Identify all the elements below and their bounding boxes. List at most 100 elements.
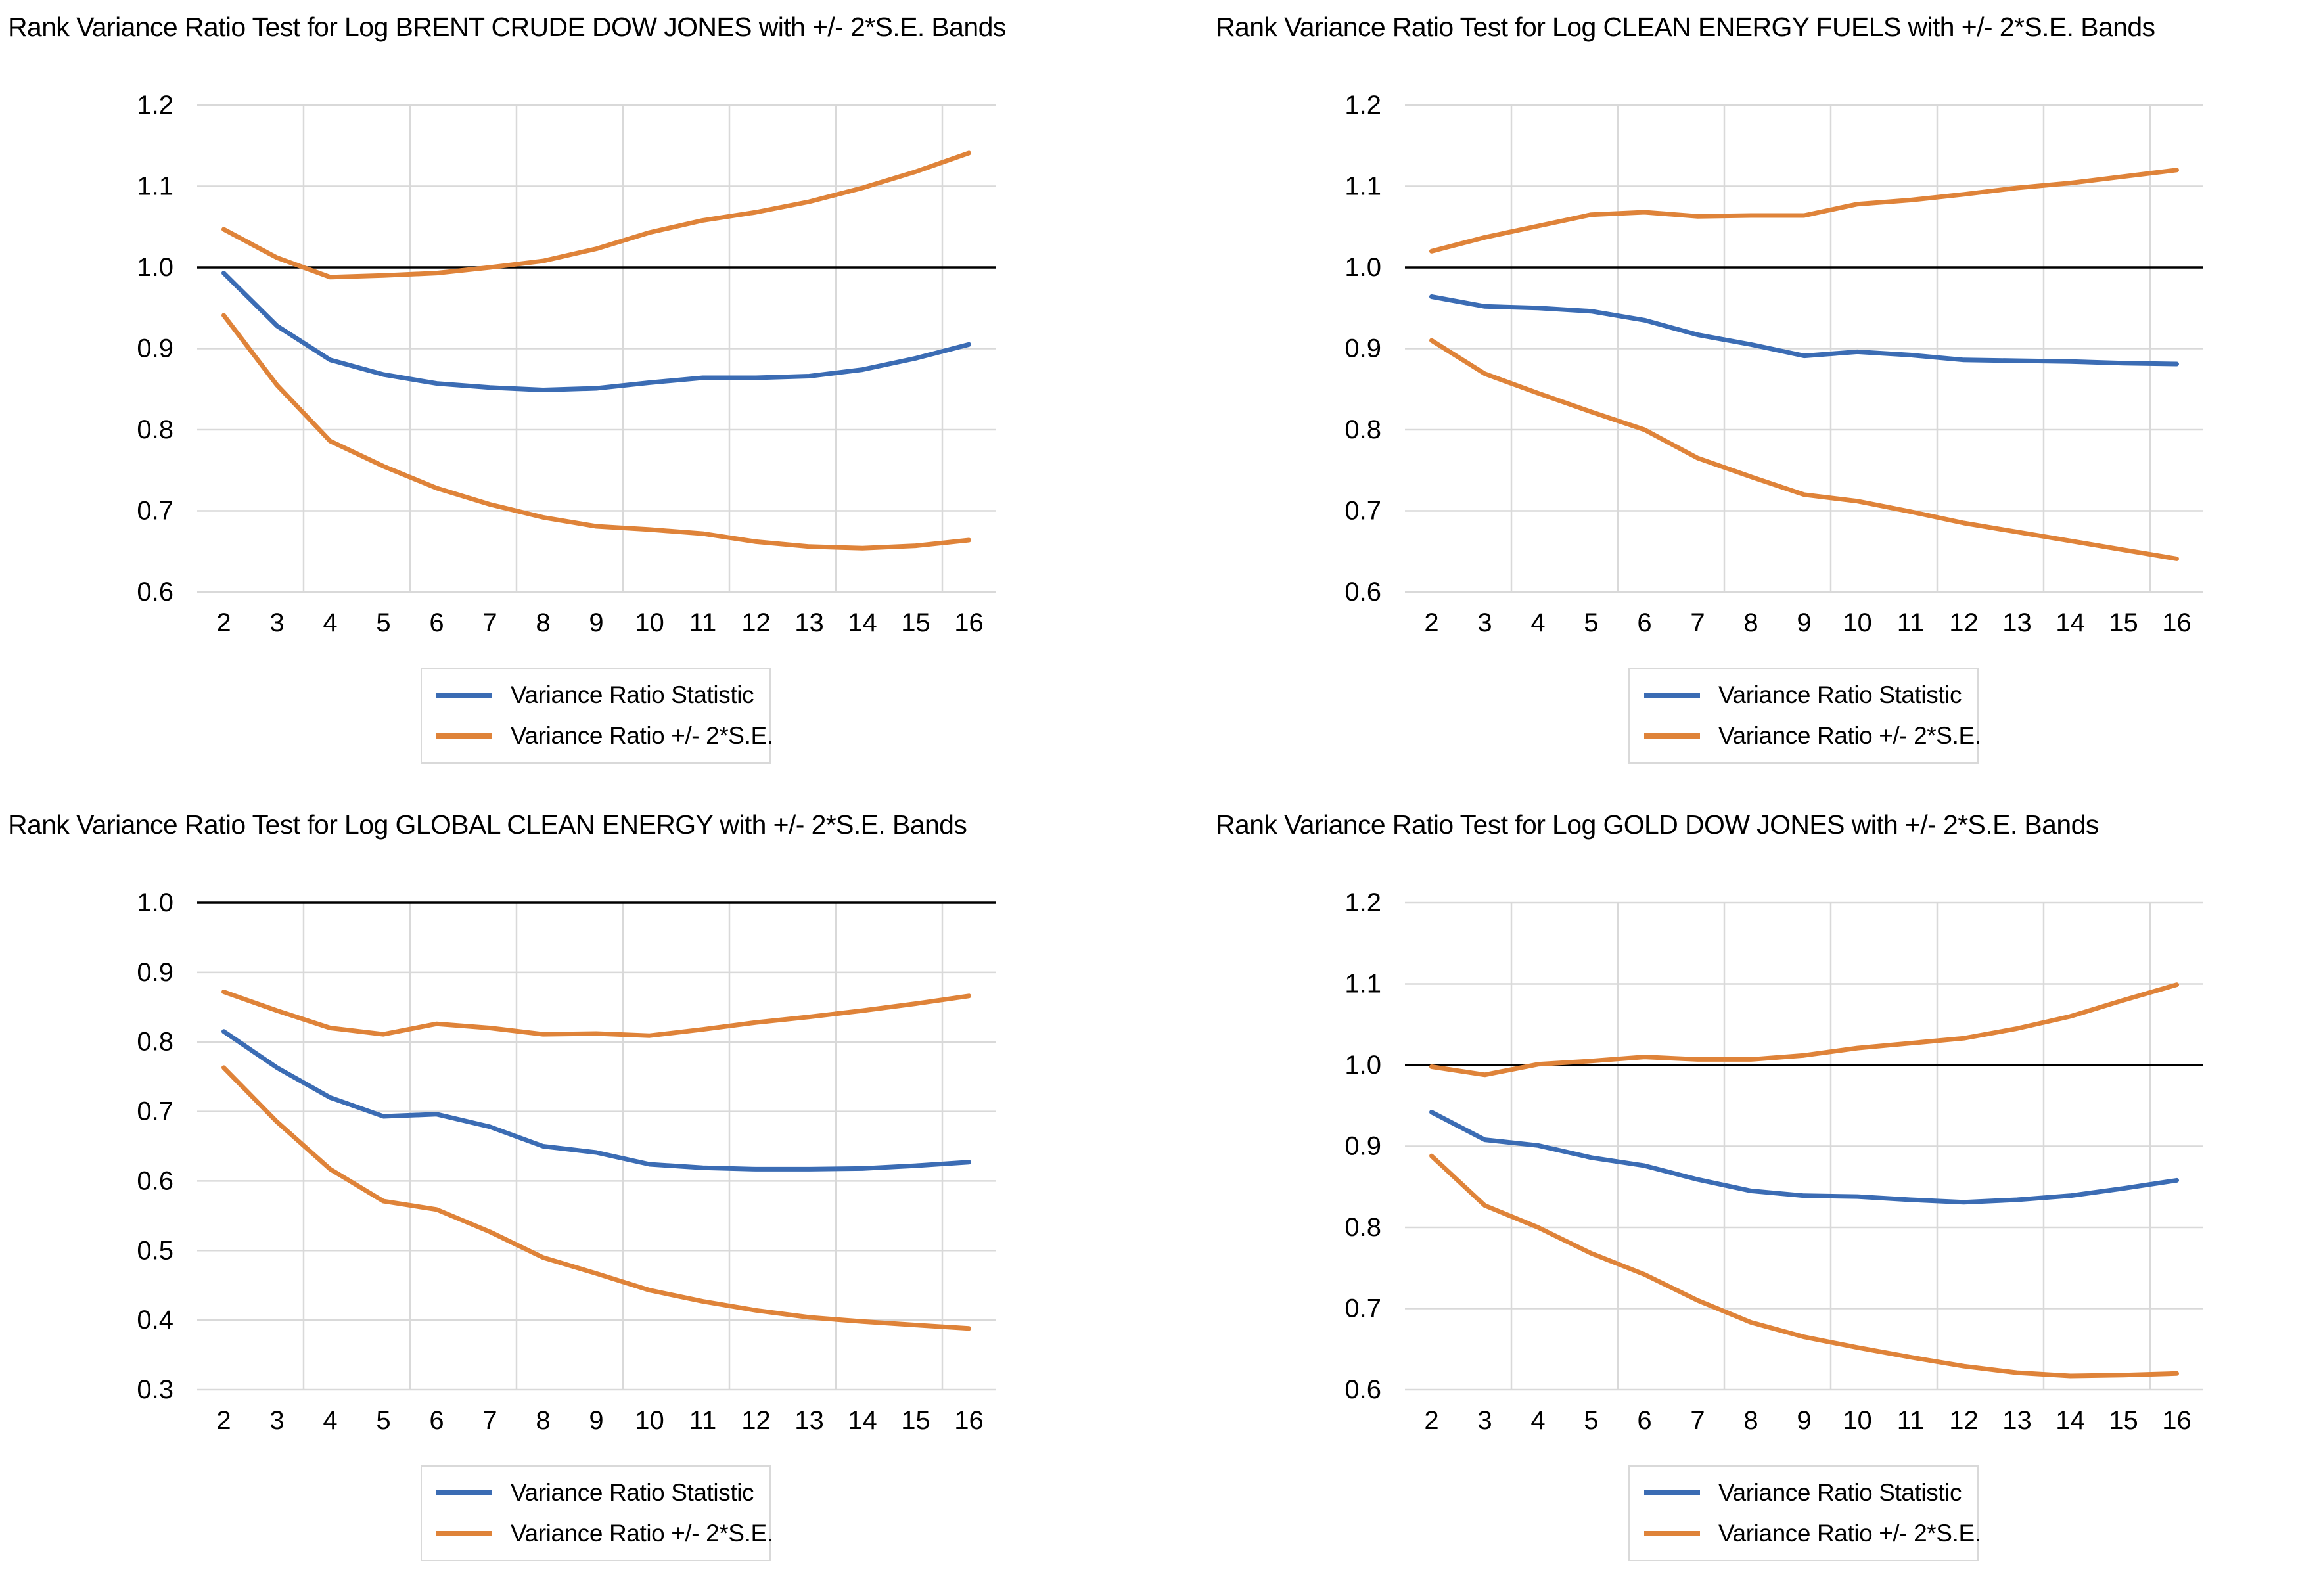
line-plot: 0.6 0.7 0.8 0.9 1.0 1.1 1.2 2 3 4 5 6 7 8 9 10 11 12 13 14 1… xyxy=(1344,91,2203,637)
x-tick-label: 15 xyxy=(2109,1406,2138,1435)
legend-box: Variance Ratio Statistic Variance Ratio … xyxy=(1628,1465,1981,1561)
x-tick-label: 2 xyxy=(216,608,231,637)
legend-label-statistic: Variance Ratio Statistic xyxy=(511,1479,754,1506)
chart-panel-gold-dow-jones: Rank Variance Ratio Test for Log GOLD DO… xyxy=(1159,798,2319,1596)
x-tick-label: 6 xyxy=(429,1406,444,1435)
legend-line-sample-band xyxy=(436,733,492,739)
y-tick-label: 0.9 xyxy=(1344,1132,1381,1161)
series-line xyxy=(221,990,971,1038)
x-tick-label: 2 xyxy=(1424,1406,1438,1435)
x-tick-label: 13 xyxy=(794,608,824,637)
y-tick-label: 0.8 xyxy=(137,1028,173,1057)
series-line xyxy=(221,271,971,392)
line-plot: 0.6 0.7 0.8 0.9 1.0 1.1 1.2 2 3 4 5 6 7 8 9 10 11 12 13 14 1… xyxy=(1344,888,2203,1435)
y-tick-label: 1.0 xyxy=(1344,1051,1381,1080)
x-tick-label: 7 xyxy=(482,608,497,637)
y-tick-label: 1.1 xyxy=(137,172,173,201)
series-line xyxy=(1429,168,2179,254)
chart-title: Rank Variance Ratio Test for Log GLOBAL … xyxy=(8,809,967,840)
legend-label-band: Variance Ratio +/- 2*S.E. xyxy=(511,722,773,749)
y-tick-label: 1.2 xyxy=(1344,91,1381,120)
legend-line-sample-statistic xyxy=(436,1490,492,1495)
legend-label-statistic: Variance Ratio Statistic xyxy=(511,681,754,708)
x-tick-label: 8 xyxy=(536,608,550,637)
x-tick-label: 14 xyxy=(848,1406,877,1435)
x-tick-label: 6 xyxy=(1637,1406,1651,1435)
legend-box: Variance Ratio Statistic Variance Ratio … xyxy=(421,1465,773,1561)
y-tick-label: 1.2 xyxy=(137,91,173,120)
y-tick-label: 0.7 xyxy=(137,497,173,526)
legend-label-band: Variance Ratio +/- 2*S.E. xyxy=(1718,722,1981,749)
x-tick-label: 7 xyxy=(1690,608,1705,637)
x-tick-label: 16 xyxy=(954,608,984,637)
legend-box: Variance Ratio Statistic Variance Ratio … xyxy=(1628,668,1981,764)
y-tick-label: 1.2 xyxy=(1344,888,1381,917)
series-line xyxy=(221,1065,971,1331)
x-tick-label: 3 xyxy=(1477,608,1492,637)
x-tick-label: 12 xyxy=(1949,1406,1979,1435)
legend-line-sample-statistic xyxy=(436,693,492,698)
x-tick-label: 13 xyxy=(794,1406,824,1435)
legend-item-statistic: Variance Ratio Statistic xyxy=(1644,1477,1977,1509)
legend-item-band: Variance Ratio +/- 2*S.E. xyxy=(1644,720,1981,752)
x-tick-label: 9 xyxy=(589,608,603,637)
x-tick-label: 8 xyxy=(536,1406,550,1435)
legend-label-statistic: Variance Ratio Statistic xyxy=(1718,1479,1962,1506)
x-tick-label: 5 xyxy=(376,1406,390,1435)
series-line xyxy=(221,313,971,551)
x-tick-label: 10 xyxy=(1843,1406,1872,1435)
x-tick-label: 5 xyxy=(1584,1406,1598,1435)
x-tick-label: 14 xyxy=(2055,608,2085,637)
x-tick-label: 11 xyxy=(689,1406,717,1435)
x-tick-label: 5 xyxy=(1584,608,1598,637)
x-tick-label: 7 xyxy=(1690,1406,1705,1435)
chart-title: Rank Variance Ratio Test for Log BRENT C… xyxy=(8,12,1006,42)
series-line xyxy=(1429,294,2179,367)
y-tick-label: 0.7 xyxy=(1344,1294,1381,1323)
y-tick-label: 0.9 xyxy=(137,334,173,363)
y-tick-label: 0.6 xyxy=(137,578,173,606)
legend-line-sample-statistic xyxy=(1644,693,1700,698)
y-tick-label: 1.1 xyxy=(1344,172,1381,201)
x-tick-label: 4 xyxy=(1530,608,1545,637)
x-tick-label: 10 xyxy=(635,608,664,637)
x-tick-label: 6 xyxy=(1637,608,1651,637)
x-tick-label: 15 xyxy=(901,1406,930,1435)
x-tick-label: 3 xyxy=(269,1406,284,1435)
legend-item-statistic: Variance Ratio Statistic xyxy=(1644,679,1977,711)
x-tick-label: 10 xyxy=(1843,608,1872,637)
chart-title: Rank Variance Ratio Test for Log CLEAN E… xyxy=(1216,12,2155,42)
x-tick-label: 15 xyxy=(901,608,930,637)
line-plot: 0.6 0.7 0.8 0.9 1.0 1.1 1.2 2 3 4 5 6 7 8 9 10 11 12 13 14 1… xyxy=(137,91,996,637)
x-tick-label: 7 xyxy=(482,1406,497,1435)
legend-label-band: Variance Ratio +/- 2*S.E. xyxy=(511,1520,773,1547)
x-tick-label: 4 xyxy=(323,1406,337,1435)
y-tick-label: 0.8 xyxy=(137,415,173,444)
x-tick-label: 12 xyxy=(741,1406,771,1435)
legend-item-band: Variance Ratio +/- 2*S.E. xyxy=(436,1518,773,1549)
x-tick-label: 11 xyxy=(689,608,717,637)
series-line xyxy=(221,1029,971,1172)
x-tick-label: 9 xyxy=(1797,608,1811,637)
y-tick-label: 0.6 xyxy=(1344,578,1381,606)
x-tick-label: 15 xyxy=(2109,608,2138,637)
x-tick-label: 13 xyxy=(2002,1406,2032,1435)
legend-item-statistic: Variance Ratio Statistic xyxy=(436,679,769,711)
y-tick-label: 1.1 xyxy=(1344,970,1381,999)
y-tick-label: 0.4 xyxy=(137,1306,173,1334)
x-tick-label: 3 xyxy=(1477,1406,1492,1435)
chart-panel-brent-crude-dow-jones: Rank Variance Ratio Test for Log BRENT C… xyxy=(0,0,1159,798)
x-tick-label: 12 xyxy=(1949,608,1979,637)
x-tick-label: 4 xyxy=(323,608,337,637)
legend-label-band: Variance Ratio +/- 2*S.E. xyxy=(1718,1520,1981,1547)
x-tick-label: 14 xyxy=(2055,1406,2085,1435)
y-tick-label: 1.0 xyxy=(137,253,173,282)
chart-panel-global-clean-energy: Rank Variance Ratio Test for Log GLOBAL … xyxy=(0,798,1159,1596)
y-tick-label: 0.8 xyxy=(1344,415,1381,444)
y-tick-label: 0.3 xyxy=(137,1375,173,1404)
y-tick-label: 0.9 xyxy=(1344,334,1381,363)
series-line xyxy=(1429,1110,2179,1205)
x-tick-label: 16 xyxy=(954,1406,984,1435)
legend-line-sample-band xyxy=(1644,1531,1700,1536)
